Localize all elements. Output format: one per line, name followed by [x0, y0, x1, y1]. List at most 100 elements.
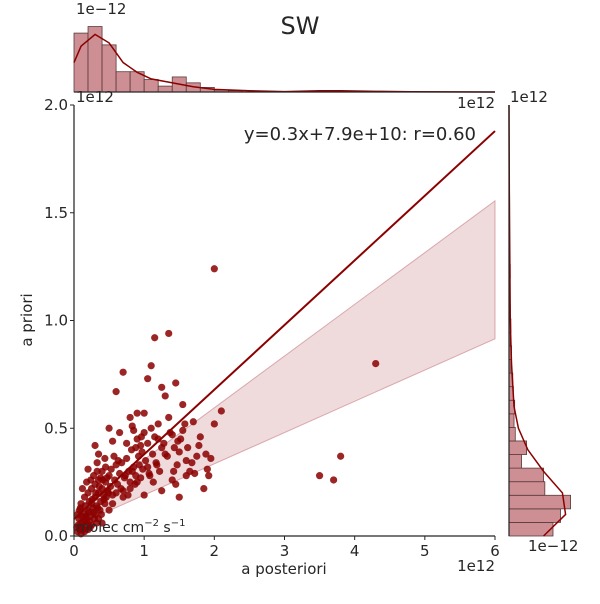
data-point: [82, 513, 90, 521]
top-hist-bar: [115, 71, 131, 93]
top-hist-bar: [101, 44, 117, 93]
data-point: [84, 465, 92, 473]
data-point: [123, 439, 131, 447]
data-point: [112, 489, 120, 497]
data-point: [119, 368, 127, 376]
x-tick-label: 6: [490, 542, 500, 560]
data-point: [105, 506, 113, 514]
top-hist-bar: [157, 85, 173, 93]
data-point: [163, 452, 171, 460]
data-point: [141, 456, 150, 465]
data-point: [137, 474, 145, 482]
y-scale-label: 1e12: [76, 88, 114, 106]
data-point: [104, 489, 112, 497]
data-point: [179, 400, 187, 409]
x-scale-label: 1e12: [457, 557, 495, 575]
scatter-plot-area: [73, 130, 496, 538]
right-hist-kde-curve: [508, 104, 567, 537]
right-hist-bar: [508, 481, 546, 496]
right-hist-bar: [508, 454, 522, 469]
x-tick-label: 2: [210, 542, 220, 560]
chart-title: SW: [281, 12, 320, 40]
x-tick-label: 3: [280, 542, 290, 560]
data-point: [175, 493, 183, 501]
data-point: [105, 424, 113, 432]
data-point: [148, 450, 157, 458]
data-point: [126, 413, 134, 422]
right-hist-bar: [508, 508, 561, 523]
data-point: [210, 265, 218, 273]
regression-fit-line: [73, 130, 496, 520]
data-point: [101, 463, 110, 471]
data-point: [108, 500, 117, 508]
data-point: [140, 491, 148, 499]
data-point: [147, 362, 155, 370]
data-point: [160, 439, 168, 447]
data-point: [182, 456, 190, 465]
units-exp2: −1: [171, 518, 186, 529]
data-point: [177, 435, 185, 443]
units-exp1: −2: [144, 518, 159, 529]
right-hist-bar: [508, 426, 516, 442]
data-point: [149, 478, 157, 486]
data-point: [86, 523, 94, 531]
data-point: [78, 484, 87, 493]
data-point: [123, 454, 131, 463]
data-point: [372, 360, 380, 368]
data-point: [196, 433, 204, 441]
top-hist-scale-label: 1e−12: [76, 0, 126, 18]
data-point: [315, 472, 324, 480]
data-point: [175, 448, 183, 456]
data-point: [195, 441, 203, 450]
data-point: [188, 459, 196, 467]
top-hist-bar: [87, 26, 103, 93]
y-tick-label: 1.0: [44, 312, 68, 330]
data-point: [144, 463, 152, 471]
data-point: [168, 476, 176, 484]
data-point: [158, 383, 166, 391]
top-hist-kde-curve: [73, 33, 496, 93]
right-hist-bar: [508, 413, 515, 428]
data-point: [202, 450, 210, 458]
data-point: [101, 454, 109, 463]
data-point: [330, 476, 338, 484]
right-hist-count-scale-label: 1e−12: [528, 537, 578, 555]
data-point: [132, 444, 140, 452]
scatter-points: [73, 265, 380, 538]
data-point: [144, 439, 152, 447]
data-point: [133, 409, 141, 417]
data-point: [140, 409, 148, 417]
data-point: [79, 525, 87, 534]
right-hist-bar: [508, 467, 544, 483]
data-point: [93, 459, 101, 467]
right-hist-bar: [508, 440, 528, 455]
data-point: [97, 474, 105, 482]
data-point: [205, 472, 213, 480]
data-point: [189, 418, 197, 426]
data-point: [172, 379, 180, 387]
data-point: [191, 469, 199, 478]
data-point: [144, 375, 152, 383]
y-tick-label: 0.5: [44, 419, 68, 437]
data-point: [200, 484, 208, 493]
data-point: [158, 487, 166, 495]
y-axis-ticks: 0.0 0.5 1.0 1.5 2.0: [44, 96, 74, 545]
data-point: [131, 480, 139, 488]
y-tick-label: 1.5: [44, 204, 68, 222]
data-point: [170, 467, 178, 475]
data-point: [124, 491, 132, 499]
data-point: [179, 426, 187, 435]
x-axis-ticks: 0 1 2 3 4 5 6: [69, 536, 500, 560]
data-point: [161, 392, 169, 400]
x-tick-label: 4: [350, 542, 360, 560]
x-tick-label: 1: [139, 542, 149, 560]
data-point: [94, 504, 102, 512]
data-point: [97, 510, 105, 519]
data-point: [126, 484, 134, 493]
data-point: [145, 469, 153, 478]
top-hist-bar: [143, 79, 159, 93]
data-point: [73, 523, 81, 531]
x-axis-label: a posteriori: [241, 560, 326, 578]
data-point: [137, 433, 145, 441]
